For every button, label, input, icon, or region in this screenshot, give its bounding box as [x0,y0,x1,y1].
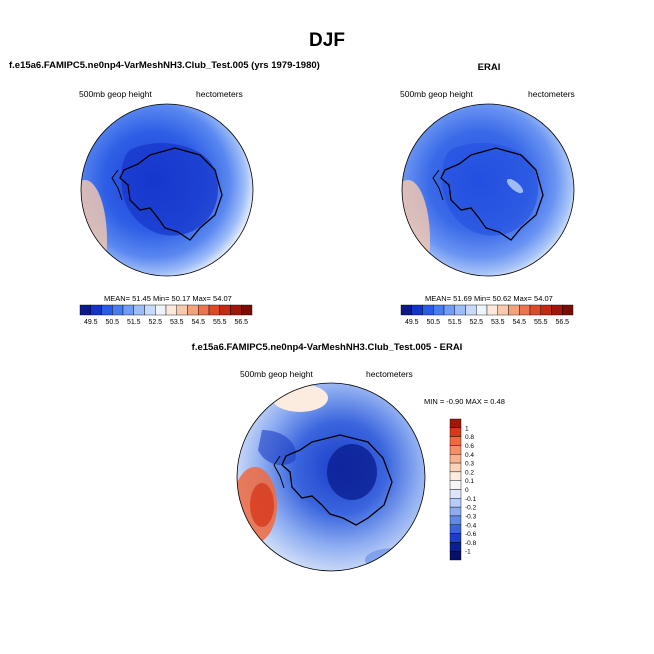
colorbar-swatch [101,304,113,316]
colorbar-swatch [449,542,462,552]
colorbar-tick-label: -0.4 [465,522,477,529]
panel1-left-label: 500mb geop height [79,89,152,99]
colorbar-swatch [133,304,145,316]
panel1-stats: MEAN= 51.45 Min= 50.17 Max= 54.07 [104,294,232,303]
colorbar-tick-label: 0.6 [465,443,474,450]
colorbar-tick-label: -1 [465,549,471,556]
colorbar-swatch [449,550,462,561]
colorbar-tick-label: 0.4 [465,452,474,459]
colorbar-swatch [449,498,462,508]
colorbar-tick-label: 50.5 [105,319,119,326]
colorbar-swatch [449,515,462,525]
colorbar-swatch [497,304,509,316]
colorbar-2: 49.5 50.5 51.5 52.5 53.5 54.5 55.5 56.5 [400,304,574,326]
colorbar-swatch [449,454,462,464]
colorbar-swatch [422,304,434,316]
colorbar-swatch [540,304,552,316]
panel2-stats: MEAN= 51.69 Min= 50.62 Max= 54.07 [425,294,553,303]
colorbar-tick-label: 52.5 [148,319,162,326]
colorbar-swatch [90,304,102,316]
colorbar-tick-label: 52.5 [469,319,483,326]
colorbar-swatch [230,304,242,316]
colorbar-swatch [508,304,520,316]
colorbar-tick-label: 49.5 [84,319,98,326]
colorbar-swatch [443,304,455,316]
panel2-right-label: hectometers [528,89,575,99]
colorbar-tick-label: 0.1 [465,478,474,485]
colorbar-tick-label: 53.5 [170,319,184,326]
colorbar-swatch [519,304,531,316]
map-panel-1 [80,103,254,277]
colorbar-swatch [449,462,462,473]
colorbar-swatch [449,418,462,429]
colorbar-swatch [562,304,574,316]
colorbar-swatch [79,304,91,316]
colorbar-tick-label: 55.5 [213,319,227,326]
colorbar-tick-label: 54.5 [191,319,205,326]
colorbar-tick-label: 0.2 [465,469,474,476]
colorbar-swatch [449,436,462,446]
colorbar-tick-label: 51.5 [448,319,462,326]
colorbar-swatch [486,304,498,316]
panel2-title: ERAI [477,62,501,73]
panel2-left-label: 500mb geop height [400,89,473,99]
colorbar-swatch [112,304,124,316]
colorbar-tick-label: -0.8 [465,540,477,547]
panel1-right-label: hectometers [196,89,243,99]
colorbar-swatch [529,304,541,316]
colorbar-swatch [449,533,462,543]
colorbar-swatch [165,304,177,316]
panel3-right-label: hectometers [366,369,413,379]
colorbar-tick-label: 56.5 [555,319,569,326]
panel3-title: f.e15a6.FAMIPC5.ne0np4-VarMeshNH3.Club_T… [191,342,463,353]
colorbar-swatch [208,304,220,316]
colorbar-swatch [449,480,462,490]
colorbar-tick-label: 0.3 [465,461,474,468]
colorbar-tick-label: 50.5 [426,319,440,326]
colorbar-tick-label: 49.5 [405,319,419,326]
colorbar-swatch [476,304,488,316]
colorbar-tick-label: -0.1 [465,496,477,503]
colorbar-tick-label: 0.8 [465,434,474,441]
colorbar-swatch [411,304,423,316]
colorbar-tick-label: 56.5 [234,319,248,326]
colorbar-swatch [219,304,231,316]
colorbar-swatch [449,471,462,481]
panel3-stats: MIN = -0.90 MAX = 0.48 [424,397,505,406]
figure-title: DJF [309,30,345,51]
colorbar-swatch [454,304,466,316]
map-panel-3 [236,382,426,572]
colorbar-swatch [122,304,134,316]
colorbar-swatch [241,304,253,316]
colorbar-1: 49.5 50.5 51.5 52.5 53.5 54.5 55.5 56.5 [79,304,253,326]
colorbar-swatch [449,489,462,499]
colorbar-3: 1 0.8 0.6 0.4 0.30.2 0.1 0 -0.1 -0.2-0.3 -0.4 -0.6… [449,418,477,561]
colorbar-swatch [449,427,462,437]
colorbar-swatch [176,304,188,316]
colorbar-swatch [433,304,445,316]
map-panel-2 [401,103,575,277]
colorbar-swatch [198,304,210,316]
colorbar-tick-label: -0.2 [465,505,477,512]
colorbar-tick-label: 55.5 [534,319,548,326]
colorbar-tick-label: 51.5 [127,319,141,326]
panel1-title: f.e15a6.FAMIPC5.ne0np4-VarMeshNH3.Club_T… [9,60,320,71]
colorbar-swatch [155,304,167,316]
colorbar-tick-label: -0.6 [465,531,477,538]
colorbar-swatch [400,304,412,316]
colorbar-swatch [449,524,462,534]
colorbar-swatch [144,304,156,316]
colorbar-swatch [449,506,462,517]
colorbar-swatch [465,304,477,316]
colorbar-tick-label: 53.5 [491,319,505,326]
colorbar-swatch [551,304,563,316]
colorbar-tick-label: 0 [465,487,469,494]
colorbar-tick-label: 1 [465,425,469,432]
colorbar-swatch [449,445,462,455]
panel3-left-label: 500mb geop height [240,369,313,379]
colorbar-tick-label: 54.5 [512,319,526,326]
colorbar-swatch [187,304,199,316]
colorbar-tick-label: -0.3 [465,513,477,520]
